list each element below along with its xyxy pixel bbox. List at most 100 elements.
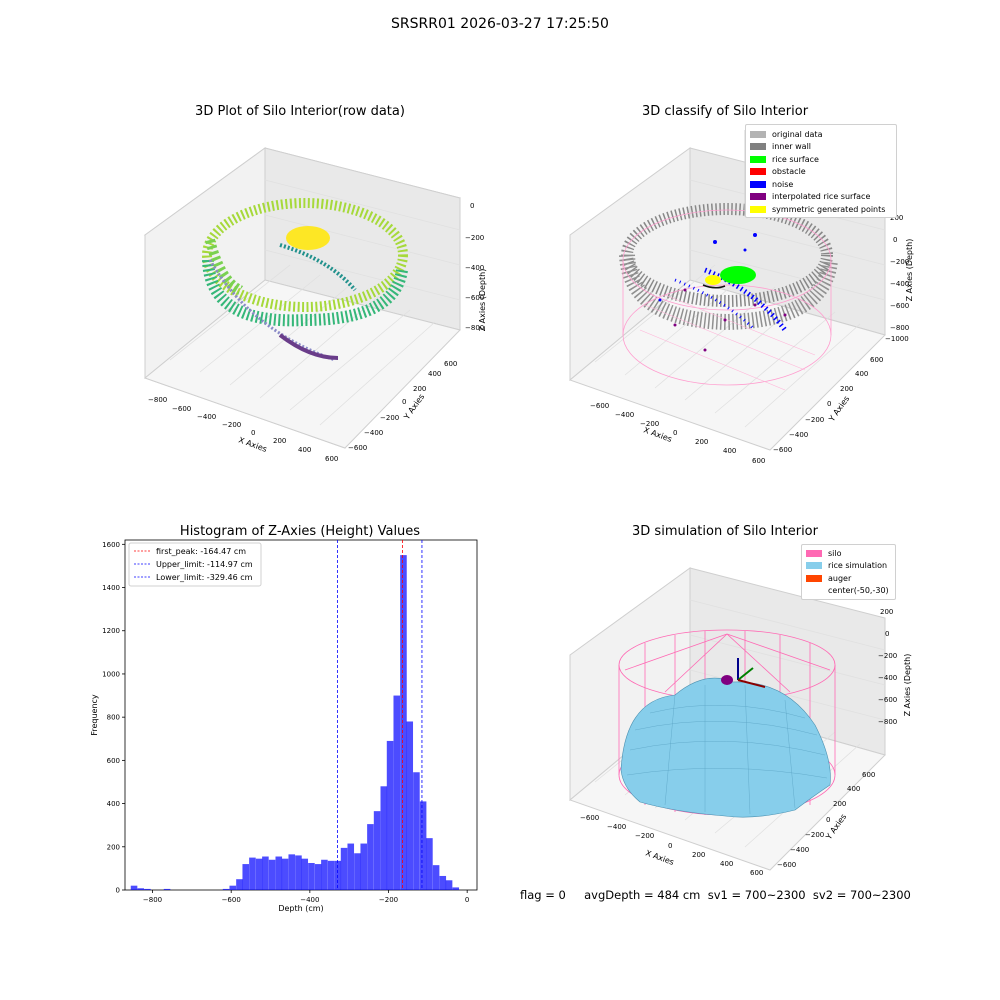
y-tick: −400	[790, 846, 809, 854]
simulation-legend-item: center(-50,-30)	[806, 585, 891, 598]
histogram-bar	[255, 858, 263, 890]
classify-legend-label: obstacle	[772, 167, 806, 177]
histogram-bar	[144, 888, 151, 890]
raw-3d-axes-box	[143, 147, 462, 449]
classify-legend-box: original data inner wall rice surface obsta…	[745, 124, 897, 218]
raw-z-label: Z Axies (Depth)	[478, 269, 487, 332]
histogram-bar	[393, 695, 401, 890]
y-tick: 600	[862, 771, 875, 779]
histogram-bar	[452, 887, 460, 890]
x-tick: 0	[673, 429, 677, 437]
y-tick-label: 600	[107, 757, 120, 765]
classify-legend-label: symmetric generated points	[772, 204, 886, 214]
x-tick: 600	[325, 455, 338, 463]
z-tick: 200	[890, 214, 903, 222]
legend-upper-limit: Upper_limit: -114.97 cm	[156, 560, 253, 569]
classify-legend-swatch	[750, 168, 766, 176]
classify-legend-swatch	[750, 143, 766, 151]
y-tick: 0	[402, 398, 406, 406]
z-tick: −600	[890, 302, 909, 310]
raw-panel-title: 3D Plot of Silo Interior(row data)	[195, 104, 405, 119]
z-tick: −200	[465, 234, 484, 242]
y-tick: 200	[413, 385, 426, 393]
y-tick: −200	[805, 831, 824, 839]
histogram-bar	[249, 857, 256, 890]
classify-legend-item: noise	[750, 178, 892, 191]
y-tick: 0	[827, 400, 831, 408]
classify-legend-item: original data	[750, 128, 892, 141]
simulation-z-ticks: 200 0 −200 −400 −600 −800	[878, 608, 897, 726]
simulation-legend-swatch	[806, 562, 822, 570]
z-tick: −200	[890, 258, 909, 266]
y-tick-label: 1000	[102, 670, 120, 678]
classify-legend-item: obstacle	[750, 166, 892, 179]
histogram-bar	[386, 740, 394, 890]
simulation-legend-items: silo rice simulation auger center(-50,-30)	[802, 545, 895, 599]
classify-legend-swatch	[750, 155, 766, 163]
x-tick: 0	[668, 842, 672, 850]
histogram-bar	[295, 855, 302, 890]
histogram-bar	[340, 847, 348, 890]
raw-z-ticks: 0 −200 −400 −600 −800	[465, 202, 484, 332]
histogram-bar	[229, 885, 237, 890]
simulation-legend-label: center(-50,-30)	[828, 586, 889, 596]
histogram-bars	[130, 555, 460, 890]
x-tick: −400	[615, 411, 634, 419]
x-tick: 0	[251, 429, 255, 437]
histogram-x-ticks: −800 −600 −400 −200 0	[143, 890, 469, 904]
y-tick: 200	[833, 800, 846, 808]
classify-legend-swatch	[750, 130, 766, 138]
classify-y-ticks: −600 −400 −200 0 200 400 600	[773, 356, 883, 454]
histogram-bar	[419, 801, 427, 890]
x-tick: −400	[197, 413, 216, 421]
x-tick: 400	[720, 860, 733, 868]
histogram-legend: first_peak: -164.47 cm Upper_limit: -114…	[128, 542, 262, 587]
classify-legend-label: noise	[772, 179, 794, 189]
z-tick: −800	[890, 324, 909, 332]
simulation-legend-box: silo rice simulation auger center(-50,-30)	[801, 544, 896, 600]
histogram-bar	[242, 864, 250, 890]
z-tick: −200	[878, 652, 897, 660]
histogram-bar	[163, 888, 171, 890]
histogram-bar	[137, 888, 145, 890]
classify-legend-swatch	[750, 193, 766, 201]
classify-legend-swatch	[750, 180, 766, 188]
x-tick: −600	[172, 405, 191, 413]
simulation-legend-label: rice simulation	[828, 561, 888, 571]
figure-title: SRSRR01 2026-03-27 17:25:50	[391, 16, 609, 32]
histogram-title: Histogram of Z-Axies (Height) Values	[179, 524, 421, 539]
y-tick: 400	[428, 370, 441, 378]
simulation-3d-plot: 200 0 −200 −400 −600 −800 Z Axies (Depth…	[569, 567, 912, 877]
z-tick: −400	[890, 280, 909, 288]
simulation-legend-item: auger	[806, 572, 891, 585]
histogram-bar	[130, 885, 138, 890]
histogram-bar	[301, 858, 309, 890]
x-tick: −600	[590, 402, 609, 410]
histogram-bar	[262, 856, 269, 890]
legend-lower-limit: Lower_limit: -329.46 cm	[156, 573, 253, 582]
simulation-legend-swatch	[806, 549, 822, 557]
y-tick-label: 800	[107, 714, 120, 722]
classify-z-ticks: 200 0 −200 −400 −600 −800 −1000	[885, 214, 909, 343]
histogram-bar	[354, 853, 361, 890]
y-tick: 600	[444, 360, 457, 368]
histogram-bar	[367, 824, 374, 890]
x-tick: 200	[273, 437, 286, 445]
y-tick: 400	[847, 785, 860, 793]
histogram-bar	[413, 772, 420, 890]
z-tick: 0	[893, 236, 897, 244]
raw-x-ticks: −800 −600 −400 −200 0 200 400 600	[148, 396, 338, 463]
x-tick: 600	[752, 457, 765, 465]
x-tick: 200	[692, 851, 705, 859]
histogram-y-ticks: 0 200 400 600 800 1000 1200 1400 1600	[102, 541, 125, 895]
simulation-z-label: Z Axies (Depth)	[903, 654, 912, 717]
y-tick-label: 400	[107, 800, 120, 808]
classify-x-ticks: −600 −400 −200 0 200 400 600	[590, 402, 765, 465]
raw-point-cloud	[202, 198, 408, 362]
classify-legend-item: rice surface	[750, 153, 892, 166]
simulation-x-ticks: −600 −400 −200 0 200 400 600	[580, 814, 763, 877]
histogram-bar	[373, 811, 381, 890]
classify-legend-item: interpolated rice surface	[750, 191, 892, 204]
x-tick: −600	[580, 814, 599, 822]
x-tick-label: 0	[465, 896, 469, 904]
